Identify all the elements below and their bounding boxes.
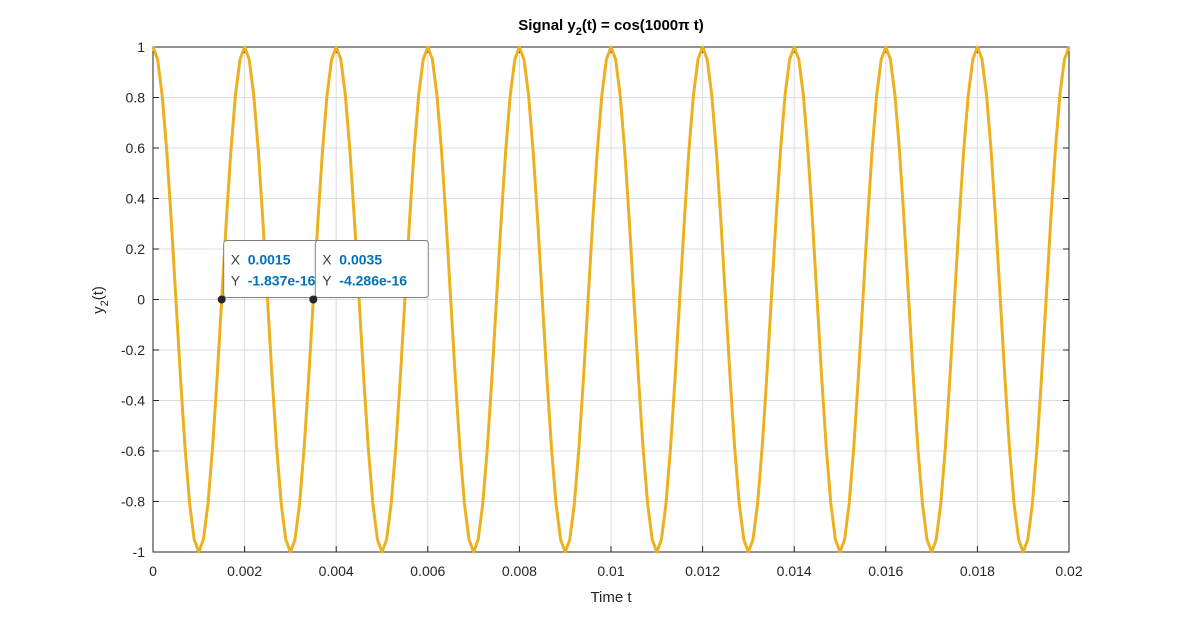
y-tick-label: 0.8: [126, 90, 146, 106]
y-tick-label: -0.8: [121, 494, 145, 510]
grid: [152, 46, 1070, 553]
datatip-marker[interactable]: [309, 295, 318, 304]
datatip-y-value: -1.837e-16: [248, 273, 316, 289]
x-tick-label: 0.008: [502, 563, 537, 579]
y-tick-label: -0.4: [121, 393, 145, 409]
series-line-0[interactable]: [151, 45, 1071, 554]
datatip-x-value: 0.0015: [248, 252, 291, 268]
x-tick-label: 0: [149, 563, 157, 579]
y-axis-label: y2(t): [90, 286, 111, 314]
y-tick-label: -1: [133, 544, 146, 560]
x-tick-label: 0.014: [777, 563, 812, 579]
y-tick-label: 1: [137, 39, 145, 55]
chart-title: Signal y2(t) = cos(1000π t): [518, 17, 704, 38]
datatip-x-value: 0.0035: [339, 252, 382, 268]
x-tick-label: 0.018: [960, 563, 995, 579]
x-tick-label: 0.016: [868, 563, 903, 579]
datatip-y-key: Y: [322, 273, 332, 289]
x-tick-label: 0.012: [685, 563, 720, 579]
datatip-y-value: -4.286e-16: [339, 273, 407, 289]
x-tick-label: 0.01: [597, 563, 624, 579]
axis-ticks: 0 0.002 0.004 0.006 0.008 0.01 0.012 0.014 0.016…: [121, 39, 1083, 579]
datatip[interactable]: X 0.0035 Y -4.286e-16: [309, 240, 429, 304]
datatip-marker[interactable]: [217, 295, 226, 304]
y-tick-label: -0.2: [121, 342, 145, 358]
y-tick-label: 0.2: [126, 241, 146, 257]
y-tick-label: -0.6: [121, 443, 145, 459]
datatip-x-key: X: [231, 252, 241, 268]
x-tick-label: 0.006: [410, 563, 445, 579]
datatip-x-key: X: [322, 252, 332, 268]
x-tick-label: 0.002: [227, 563, 262, 579]
datatip-box: [314, 240, 429, 298]
series-layer: [151, 45, 1071, 554]
x-tick-label: 0.004: [319, 563, 354, 579]
datatip[interactable]: X 0.0015 Y -1.837e-16: [217, 240, 338, 304]
x-axis-label: Time t: [590, 589, 632, 606]
datatips-layer: X 0.0015 Y -1.837e-16 X 0.0035 Y -4.286e-16: [217, 240, 429, 304]
y-tick-label: 0: [137, 292, 145, 308]
y-tick-label: 0.6: [126, 140, 146, 156]
y-tick-label: 0.4: [126, 191, 146, 207]
datatip-y-key: Y: [231, 273, 241, 289]
x-tick-label: 0.02: [1055, 563, 1082, 579]
